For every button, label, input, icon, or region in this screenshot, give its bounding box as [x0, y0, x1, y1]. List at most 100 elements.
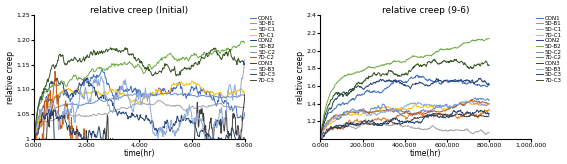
5D-C1 — [456, 129, 463, 131]
Line: 7D-C3: 7D-C3 — [34, 48, 245, 139]
5D-C1 — [409, 126, 416, 128]
7D-C3 — [99, 52, 106, 54]
5D-B2 — [184, 57, 191, 59]
7D-C1 — [408, 108, 415, 110]
Line: CON3: CON3 — [320, 113, 489, 139]
CON1 — [99, 69, 105, 71]
CON1 — [100, 71, 107, 73]
Line: 5D-B2: 5D-B2 — [320, 39, 489, 139]
7D-C1 — [56, 94, 62, 96]
5D-C2 — [163, 93, 170, 95]
Line: 5D-C1: 5D-C1 — [320, 122, 489, 139]
5D-B3 — [482, 104, 489, 106]
5D-C1 — [184, 109, 191, 111]
7D-C3 — [31, 138, 37, 140]
CON1 — [398, 80, 405, 82]
CON1 — [317, 138, 324, 140]
5D-B3 — [463, 100, 470, 102]
5D-B1 — [317, 138, 324, 140]
Line: 5D-B2: 5D-B2 — [34, 41, 245, 139]
5D-C3 — [31, 138, 37, 140]
5D-C1 — [365, 121, 371, 123]
7D-C3 — [482, 61, 489, 63]
CON1 — [242, 112, 248, 114]
Line: 7D-C1: 7D-C1 — [320, 102, 489, 139]
5D-C3 — [397, 121, 404, 123]
CON2 — [398, 83, 405, 85]
5D-C1 — [418, 128, 425, 130]
5D-B1 — [486, 108, 493, 110]
7D-C2 — [455, 103, 462, 105]
CON2 — [397, 82, 404, 83]
7D-C1 — [482, 104, 489, 106]
5D-B3 — [206, 146, 213, 148]
5D-B1 — [31, 138, 37, 140]
7D-C3 — [242, 63, 248, 65]
7D-C3 — [184, 68, 191, 70]
5D-C2 — [472, 97, 479, 99]
Line: 5D-C3: 5D-C3 — [320, 110, 489, 139]
5D-C2 — [242, 94, 248, 96]
5D-C1 — [486, 132, 493, 134]
5D-C3 — [317, 138, 324, 140]
CON2 — [184, 117, 191, 119]
5D-B1 — [398, 114, 405, 116]
5D-B1 — [408, 113, 415, 115]
5D-B2 — [408, 56, 415, 58]
Y-axis label: relative creep: relative creep — [296, 51, 305, 104]
5D-C2 — [317, 138, 324, 140]
Line: 5D-B3: 5D-B3 — [34, 59, 245, 147]
7D-C3 — [164, 64, 171, 66]
5D-C3 — [456, 110, 463, 112]
5D-B3 — [31, 138, 37, 140]
5D-C1 — [397, 125, 404, 127]
5D-C3 — [483, 112, 489, 114]
CON1 — [456, 80, 463, 82]
7D-C1 — [397, 108, 404, 110]
5D-B2 — [242, 42, 248, 44]
5D-C3 — [56, 116, 63, 118]
CON3 — [397, 123, 404, 125]
X-axis label: time(hr): time(hr) — [124, 149, 155, 158]
5D-B2 — [114, 64, 121, 66]
7D-C3 — [398, 74, 405, 76]
5D-C2 — [99, 100, 106, 102]
5D-B3 — [114, 92, 121, 94]
CON2 — [482, 81, 489, 83]
7D-C1 — [455, 103, 462, 105]
Line: 5D-B1: 5D-B1 — [320, 109, 489, 139]
5D-C3 — [46, 108, 53, 110]
7D-C2 — [486, 102, 493, 104]
7D-C1 — [486, 104, 493, 106]
5D-C1 — [482, 133, 489, 135]
Line: CON1: CON1 — [34, 70, 245, 139]
5D-B3 — [56, 127, 62, 129]
Line: 5D-C2: 5D-C2 — [320, 98, 489, 139]
5D-C2 — [455, 103, 462, 105]
5D-C1 — [317, 138, 324, 140]
7D-C2 — [417, 112, 424, 114]
5D-C3 — [486, 112, 493, 114]
CON3 — [486, 115, 493, 117]
5D-B3 — [163, 132, 170, 133]
7D-C1 — [398, 106, 405, 108]
5D-B2 — [163, 56, 170, 58]
5D-B3 — [242, 58, 248, 60]
7D-C1 — [31, 138, 37, 140]
7D-C2 — [467, 99, 474, 101]
Y-axis label: relative creep: relative creep — [6, 51, 15, 104]
5D-B3 — [486, 103, 493, 105]
5D-B1 — [482, 110, 489, 112]
7D-C3 — [408, 69, 415, 71]
CON2 — [183, 117, 190, 119]
7D-C2 — [31, 138, 37, 140]
CON3 — [434, 112, 441, 114]
7D-C3 — [417, 65, 424, 67]
5D-B2 — [99, 68, 106, 70]
5D-C1 — [99, 113, 106, 115]
CON2 — [242, 137, 248, 139]
7D-C1 — [458, 101, 465, 103]
5D-C3 — [399, 120, 405, 122]
CON1 — [397, 80, 404, 82]
5D-B3 — [99, 80, 106, 82]
